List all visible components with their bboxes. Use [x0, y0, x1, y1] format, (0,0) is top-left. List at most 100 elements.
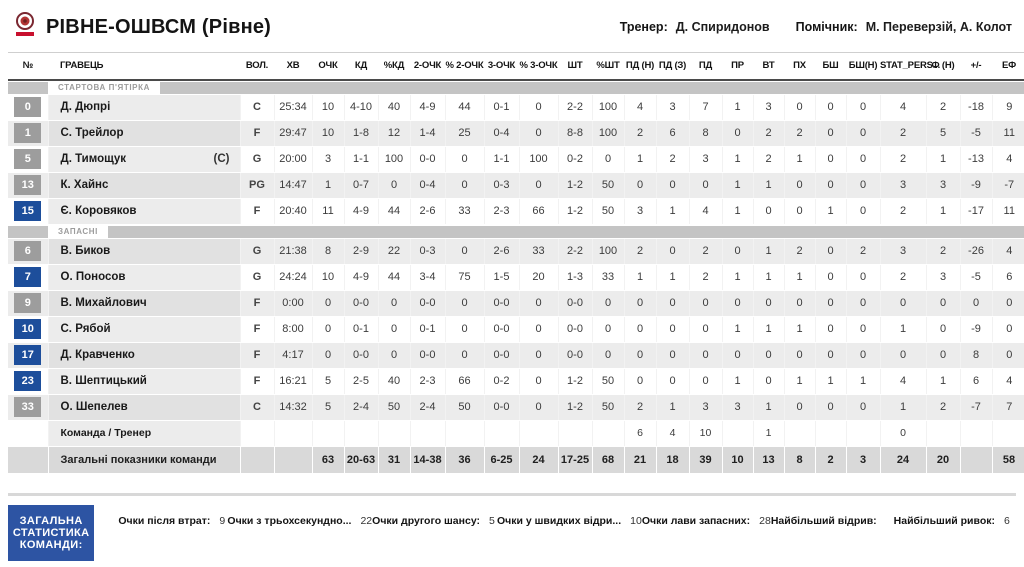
- stat-cell: 0: [519, 172, 559, 199]
- stat-cell: 1: [753, 394, 785, 421]
- player-name[interactable]: В. Биков: [48, 238, 241, 265]
- footer-stat-value: 9: [219, 514, 226, 527]
- stat-cell: 1: [815, 198, 847, 225]
- stat-cell: 1-1: [484, 146, 520, 173]
- stat-cell: 0-0: [410, 290, 446, 317]
- player-name[interactable]: О. Поносов: [48, 264, 241, 291]
- stat-cell: 2-2: [558, 94, 593, 121]
- player-name[interactable]: К. Хайнс: [48, 172, 241, 199]
- stat-cell: [378, 420, 411, 447]
- totals-stat-cell: [274, 446, 313, 473]
- player-name-text: С. Рябой: [60, 322, 111, 335]
- stat-cell: 0: [378, 290, 411, 317]
- stat-cell: 3: [624, 198, 657, 225]
- player-name[interactable]: О. Шепелев: [48, 394, 241, 421]
- totals-stat-cell: 63: [312, 446, 345, 473]
- player-name[interactable]: Є. Коровяков: [48, 198, 241, 225]
- stat-cell: 40: [378, 368, 411, 395]
- player-number-cell: [8, 420, 49, 447]
- stat-cell: 1: [784, 264, 816, 291]
- stat-cell: 0: [784, 342, 816, 369]
- stat-cell: 0: [656, 238, 690, 265]
- stat-cell: 2: [753, 146, 785, 173]
- stat-cell: 11: [312, 198, 345, 225]
- player-number-badge: 6: [14, 240, 42, 261]
- stat-cell: [992, 420, 1024, 447]
- player-number-badge: 10: [14, 318, 42, 339]
- stat-cell: 2: [846, 238, 881, 265]
- column-header: 3-ОЧК: [484, 52, 519, 81]
- player-row: 10 С. Рябой F 8:00 0 0-1 0 0-1 0 0-0 0 0-0 0 0 0 0 1 1 1 0 0…: [8, 316, 1024, 343]
- stat-cell: 33: [592, 264, 625, 291]
- player-row: 15 Є. Коровяков F 20:40 11 4-9 44 2-6 33 2-3 66 1-2…: [8, 198, 1024, 225]
- totals-stat-cell: 39: [689, 446, 723, 473]
- footer-stat-value: 10: [630, 514, 642, 527]
- player-number-cell: 10: [8, 316, 49, 343]
- stat-cell: 1-5: [484, 264, 520, 291]
- footer-stat-label: Найбільший відрив:: [770, 514, 877, 527]
- player-name[interactable]: С. Рябой: [48, 316, 241, 343]
- stat-cell: [484, 420, 520, 447]
- stat-cell: -17: [960, 198, 993, 225]
- stat-cell: 0: [378, 342, 411, 369]
- footer-stat-value: 6: [1004, 514, 1010, 527]
- stat-cell: 50: [592, 394, 625, 421]
- stat-cell: 0: [846, 172, 881, 199]
- player-name[interactable]: Д. Дюпрі: [48, 94, 241, 121]
- stat-cell: 21:38: [274, 238, 313, 265]
- coach-label: Тренер:: [619, 20, 668, 34]
- stat-cell: 1: [753, 172, 785, 199]
- stat-cell: 2-6: [410, 198, 446, 225]
- stat-cell: 1: [312, 172, 345, 199]
- stat-cell: 0: [519, 290, 559, 317]
- assistant-label: Помічник:: [795, 20, 858, 34]
- column-header-row: № ГРАВЕЦЬ ВОЛ. ХВ ОЧК КД %КД 2-ОЧК% 2-ОЧК 3-ОЧК%…: [8, 52, 1024, 81]
- player-name[interactable]: С. Трейлор: [48, 120, 241, 147]
- stat-cell: 0: [624, 290, 657, 317]
- stat-cell: 0: [689, 172, 723, 199]
- stat-cell: 0: [815, 146, 847, 173]
- player-position: [240, 420, 275, 447]
- player-name[interactable]: Д. Кравченко: [48, 342, 241, 369]
- footer-stat-fastbreak-points: Очки у швидких відри... 10: [497, 515, 642, 561]
- stat-cell: 1: [880, 316, 927, 343]
- stat-cell: 0: [992, 342, 1024, 369]
- stat-cell: 2: [880, 198, 927, 225]
- totals-stat-cell: 20-63: [344, 446, 379, 473]
- section-label: ЗАПАСНІ: [58, 226, 98, 236]
- stat-cell: [445, 420, 485, 447]
- section-bar-right: [159, 81, 1024, 94]
- stat-cell: 0: [689, 290, 723, 317]
- column-header: КД: [344, 52, 378, 81]
- stat-cell: 0: [519, 94, 559, 121]
- stat-cell: 4-10: [344, 94, 379, 121]
- stat-cell: -18: [960, 94, 993, 121]
- totals-stat-cell: 36: [445, 446, 485, 473]
- stat-cell: [784, 420, 816, 447]
- stat-cell: 0: [815, 94, 847, 121]
- stat-cell: 1-8: [344, 120, 379, 147]
- footer-stat-value: 22: [360, 514, 373, 527]
- stat-cell: 0: [624, 316, 657, 343]
- stat-cell: 0: [960, 290, 993, 317]
- stat-cell: 10: [312, 94, 345, 121]
- player-name[interactable]: Д. Тимощук (C): [48, 146, 241, 173]
- player-number-cell: 17: [8, 342, 49, 369]
- player-name[interactable]: В. Шептицький: [48, 368, 241, 395]
- stat-cell: 1: [880, 394, 927, 421]
- stat-cell: 0-1: [484, 94, 520, 121]
- stat-cell: 66: [519, 198, 559, 225]
- player-position: F: [240, 316, 275, 343]
- stat-cell: -5: [960, 120, 993, 147]
- stat-cell: 0: [815, 342, 847, 369]
- player-number-cell: 1: [8, 120, 49, 147]
- stat-cell: 33: [519, 238, 559, 265]
- stat-cell: 20:00: [274, 146, 313, 173]
- player-name[interactable]: В. Михайлович: [48, 290, 241, 317]
- stat-cell: 1-2: [558, 368, 593, 395]
- stats-table: № ГРАВЕЦЬ ВОЛ. ХВ ОЧК КД %КД 2-ОЧК% 2-ОЧК 3-ОЧК%…: [8, 52, 1024, 473]
- totals-stat-cell: 13: [753, 446, 785, 473]
- stat-cell: 0: [784, 394, 816, 421]
- stat-cell: 4:17: [274, 342, 313, 369]
- stat-cell: 10: [689, 420, 723, 447]
